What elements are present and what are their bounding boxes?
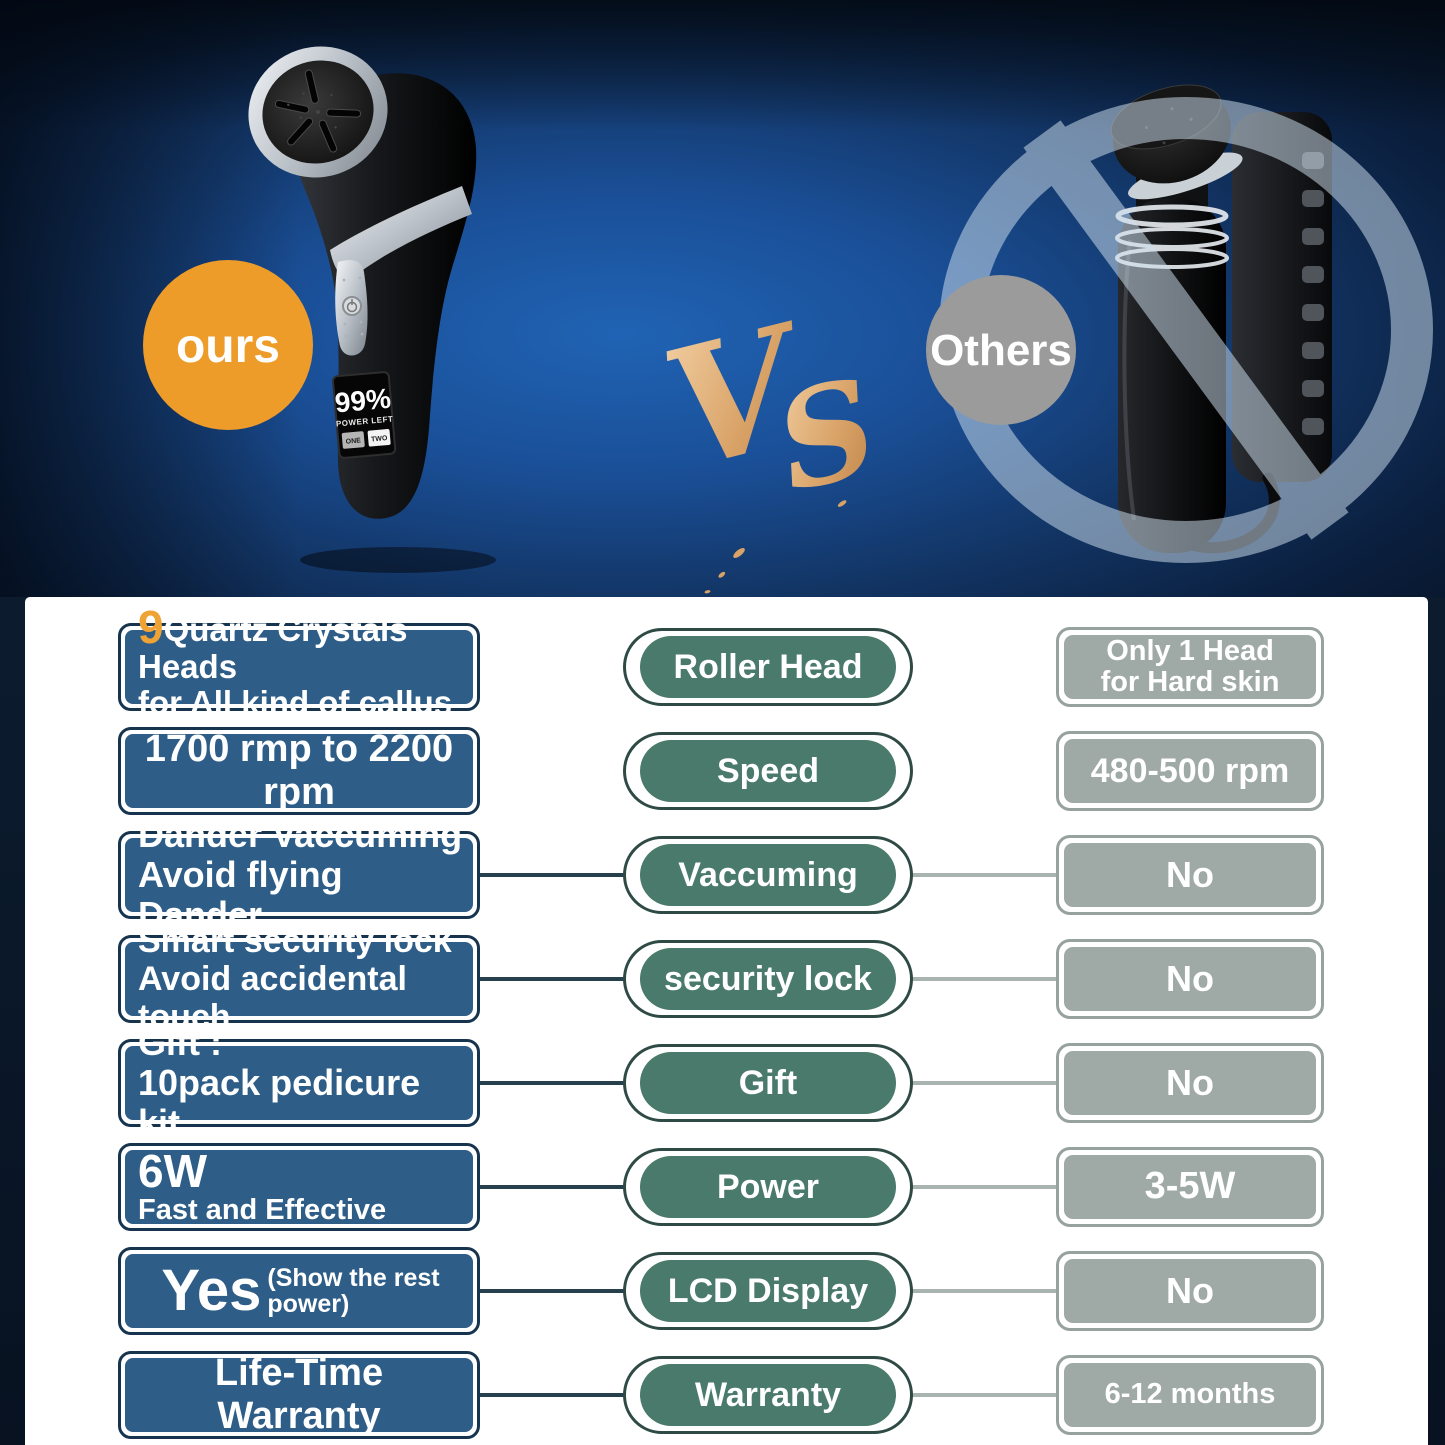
connector-line (472, 1351, 631, 1439)
accent-number: 9 (138, 600, 164, 653)
vs-splatter (704, 500, 847, 594)
power-icon (342, 296, 362, 316)
lcd-button-two (367, 429, 391, 447)
connector-line (905, 935, 1064, 1023)
feature-pill: LCD Display (623, 1252, 913, 1330)
table-row: 6W Fast and Effective Power 3-5W (118, 1143, 1324, 1231)
connector-line (472, 831, 631, 919)
others-feature-box: No (1056, 939, 1324, 1019)
hero-banner: 99% POWER LEFT ONE TWO ours V S (0, 0, 1445, 597)
others-feature-box: 3-5W (1056, 1147, 1324, 1227)
ours-feature-box: Yes (Show the rest power) (118, 1247, 480, 1335)
ours-feature-box: 9Quartz Crystals Heads for All kind of c… (118, 604, 480, 721)
table-row: 1700 rmp to 2200 rpm Speed 480-500 rpm (118, 727, 1324, 815)
ours-feature-box: Dander Vaccuming Avoid flying Dander (118, 814, 480, 935)
ours-feature-box: Gift : 10pack pedicure kit (118, 1022, 480, 1143)
lcd-button-one (341, 431, 365, 449)
ours-feature-box: Smart security lock Avoid accidental tou… (118, 922, 480, 1036)
others-badge-label: Others (930, 326, 1072, 375)
lcd-percent: 99% (334, 383, 393, 419)
connector-line (472, 1039, 631, 1127)
connector-line (905, 1039, 1064, 1127)
feature-pill: Power (623, 1148, 913, 1226)
table-row: 9Quartz Crystals Heads for All kind of c… (118, 604, 1324, 721)
others-badge: Others (926, 275, 1076, 425)
others-feature-box: 6-12 months (1056, 1355, 1324, 1435)
ours-feature-box: 6W Fast and Effective (118, 1143, 480, 1231)
connector-line (905, 1351, 1064, 1439)
connector-line (472, 1247, 631, 1335)
table-row: Smart security lock Avoid accidental tou… (118, 922, 1324, 1036)
table-row: Dander Vaccuming Avoid flying Dander Vac… (118, 814, 1324, 935)
ours-badge-label: ours (176, 320, 280, 373)
connector-line (905, 1143, 1064, 1231)
lcd-button-two-label: TWO (371, 435, 388, 443)
connector-line (905, 1247, 1064, 1335)
others-feature-box: No (1056, 1043, 1324, 1123)
others-device-image (939, 84, 1433, 563)
ours-feature-box: 1700 rmp to 2200 rpm (118, 727, 480, 815)
others-feature-box: 480-500 rpm (1056, 731, 1324, 811)
table-row: Yes (Show the rest power) LCD Display No (118, 1247, 1324, 1335)
feature-pill: Speed (623, 732, 913, 810)
ours-roller-head (248, 46, 388, 178)
lcd-button-one-label: ONE (345, 437, 361, 445)
connector-line (472, 935, 631, 1023)
strip-dots (342, 276, 364, 338)
others-feature-box: No (1056, 835, 1324, 915)
others-feature-box: No (1056, 1251, 1324, 1331)
feature-pill: Vaccuming (623, 836, 913, 914)
feature-pill: Roller Head (623, 628, 913, 706)
adapter-ribs (1302, 152, 1324, 435)
others-feature-box: Only 1 Head for Hard skin (1056, 627, 1324, 707)
ours-badge: ours (143, 260, 313, 430)
comparison-panel: 9Quartz Crystals Heads for All kind of c… (25, 597, 1428, 1445)
feature-pill: security lock (623, 940, 913, 1018)
lcd-display: 99% POWER LEFT ONE TWO (332, 371, 397, 459)
table-row: Gift : 10pack pedicure kit Gift No (118, 1022, 1324, 1143)
connector-line (905, 831, 1064, 919)
feature-pill: Gift (623, 1044, 913, 1122)
feature-pill: Warranty (623, 1356, 913, 1434)
ours-feature-box: Life-Time Warranty (118, 1351, 480, 1439)
table-row: Life-Time Warranty Warranty 6-12 months (118, 1351, 1324, 1439)
connector-line (472, 1143, 631, 1231)
ours-device-image: 99% POWER LEFT ONE TWO (248, 46, 496, 573)
